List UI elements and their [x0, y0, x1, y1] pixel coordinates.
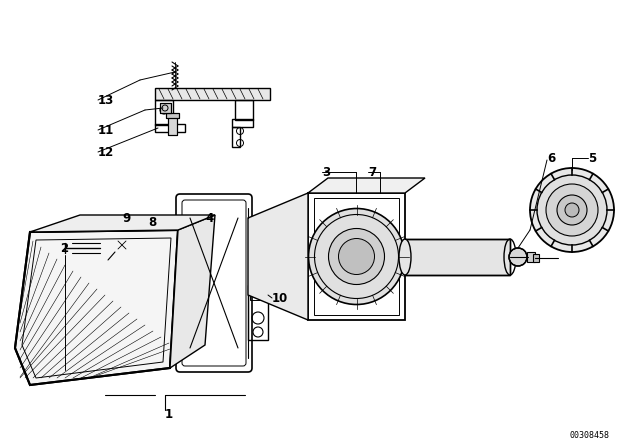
Circle shape: [557, 195, 587, 225]
Bar: [248, 285, 268, 340]
Circle shape: [565, 203, 579, 217]
Bar: [155, 100, 173, 125]
Bar: [143, 228, 159, 250]
Circle shape: [308, 208, 404, 305]
Polygon shape: [248, 193, 308, 320]
Polygon shape: [170, 215, 215, 368]
Circle shape: [537, 175, 607, 245]
Polygon shape: [30, 215, 215, 232]
Text: 12: 12: [98, 146, 115, 159]
Circle shape: [339, 238, 374, 275]
Text: 8: 8: [148, 215, 156, 228]
Polygon shape: [308, 178, 425, 193]
Bar: [143, 228, 159, 250]
Text: 00308458: 00308458: [570, 431, 610, 439]
Text: 4: 4: [205, 211, 213, 224]
Bar: [155, 88, 270, 100]
Bar: [160, 103, 171, 113]
Bar: [100, 243, 108, 253]
Circle shape: [530, 168, 614, 252]
Bar: [314, 198, 399, 315]
Text: 3: 3: [322, 165, 330, 178]
Bar: [527, 252, 535, 262]
Bar: [232, 127, 240, 147]
Bar: [160, 103, 171, 113]
Text: 2: 2: [60, 241, 68, 254]
Text: 5: 5: [588, 151, 596, 164]
Text: 7: 7: [368, 165, 376, 178]
Ellipse shape: [399, 239, 411, 275]
Bar: [235, 100, 253, 120]
Bar: [405, 239, 510, 275]
Bar: [250, 288, 266, 300]
Text: 6: 6: [547, 151, 556, 164]
Text: 10: 10: [272, 292, 288, 305]
Bar: [232, 119, 253, 127]
Bar: [168, 117, 177, 135]
Bar: [155, 124, 185, 132]
Bar: [168, 117, 177, 135]
Bar: [166, 113, 179, 118]
Bar: [533, 254, 539, 262]
Circle shape: [115, 238, 129, 252]
Bar: [308, 193, 405, 320]
Text: 9: 9: [122, 211, 131, 224]
Text: 11: 11: [98, 124, 115, 137]
Text: 1: 1: [165, 409, 173, 422]
Circle shape: [328, 228, 385, 284]
Text: 13: 13: [98, 94, 115, 107]
Bar: [166, 113, 179, 118]
Circle shape: [546, 184, 598, 236]
Bar: [405, 239, 510, 275]
Circle shape: [509, 248, 527, 266]
Polygon shape: [15, 230, 178, 385]
